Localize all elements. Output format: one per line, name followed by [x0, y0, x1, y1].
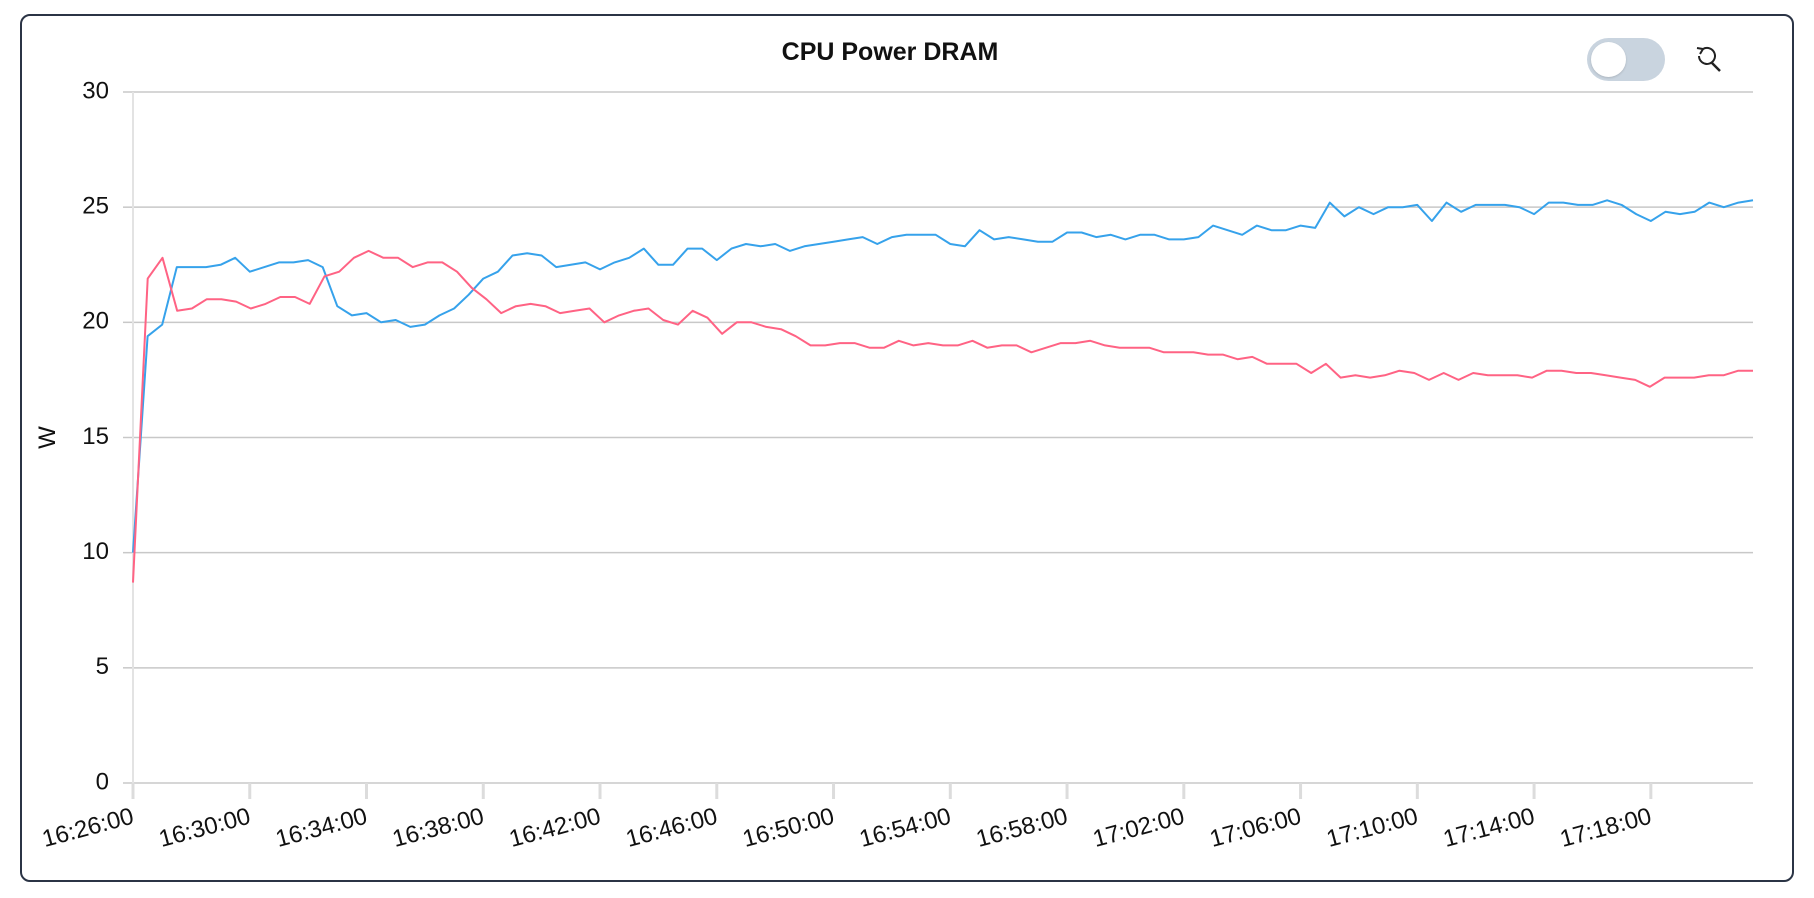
- x-tick-label: 16:54:00: [857, 803, 954, 853]
- x-tick-label: 16:38:00: [390, 803, 487, 853]
- x-tick-label: 16:34:00: [273, 803, 370, 853]
- y-axis-label: W: [34, 426, 61, 449]
- y-tick-label: 10: [82, 538, 109, 565]
- y-tick-label: 15: [82, 423, 109, 450]
- chart-title: CPU Power DRAM: [781, 38, 999, 66]
- x-tick-label: 16:42:00: [506, 803, 603, 853]
- x-tick-label: 16:58:00: [973, 803, 1070, 853]
- y-tick-label: 20: [82, 308, 109, 335]
- y-tick-label: 30: [82, 77, 109, 104]
- y-tick-label: 25: [82, 193, 109, 220]
- x-tick-label: 17:14:00: [1440, 803, 1537, 853]
- tick-labels: 0 5 10 15 20 25 30 16:26:00 16:30:00 16:34:00 16:3…: [39, 77, 1654, 853]
- y-tick-label: 0: [96, 768, 109, 795]
- series-lines: [132, 199, 1754, 583]
- axes: [123, 91, 1653, 799]
- x-tick-label: 16:50:00: [740, 803, 837, 853]
- y-tick-label: 5: [96, 653, 109, 680]
- x-tick-label: 16:30:00: [156, 803, 253, 853]
- x-tick-label: 16:46:00: [623, 803, 720, 853]
- x-tick-label: 17:18:00: [1557, 803, 1654, 853]
- x-tick-label: 16:26:00: [39, 803, 136, 853]
- x-tick-label: 17:02:00: [1090, 803, 1187, 853]
- chart-panel: [20, 14, 1794, 882]
- series-line-2: [132, 249, 1753, 583]
- x-tick-label: 17:10:00: [1324, 803, 1421, 853]
- zoom-reset-icon[interactable]: [1693, 44, 1723, 74]
- toggle-knob[interactable]: [1591, 42, 1626, 77]
- x-tick-label: 17:06:00: [1207, 803, 1304, 853]
- series-line-1: [132, 199, 1754, 553]
- toggle-switch[interactable]: [1587, 38, 1665, 81]
- zoom-reset-glyph: [1696, 46, 1721, 72]
- grid-lines: [133, 91, 1753, 784]
